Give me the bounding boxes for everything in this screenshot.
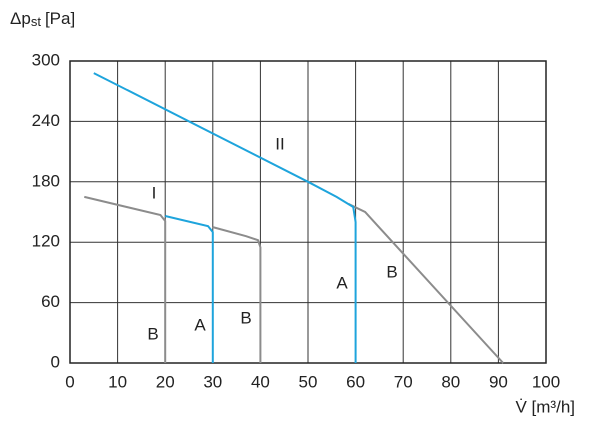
x-tick-label: 100 [532,372,560,391]
curve [93,72,357,363]
annotation: B [386,262,397,281]
annotation: A [194,315,206,334]
curve [348,203,504,364]
y-tick-label: 240 [32,111,60,130]
y-label-main: Δp [10,9,31,28]
x-tick-label: 60 [346,372,365,391]
plot-frame [69,60,547,364]
y-label-unit: [Pa] [45,9,75,28]
x-tick-label: 70 [394,372,413,391]
y-tick-label: 120 [32,232,60,251]
x-tick-label: 0 [65,372,74,391]
x-axis-label: V̇ [m³/h] [515,397,575,416]
x-tick-label: 90 [489,372,508,391]
x-tick-label: 50 [299,372,318,391]
annotation: I [152,183,157,202]
annotation: A [336,273,348,292]
x-tick-label: 80 [441,372,460,391]
y-tick-label: 180 [32,171,60,190]
x-tick-label: 10 [108,372,127,391]
curve [164,215,214,363]
y-tick-label: 0 [51,352,60,371]
annotation: II [275,134,284,153]
x-tick-label: 40 [251,372,270,391]
x-tick-label: 20 [156,372,175,391]
y-label-sub: st [31,14,42,29]
y-tick-label: 300 [32,50,60,69]
y-tick-label: 60 [41,292,60,311]
y-axis-label: Δpst [Pa] [10,9,75,29]
annotation: B [147,324,158,343]
curve [212,226,262,363]
curve [84,195,167,363]
annotation: B [240,308,251,327]
x-tick-label: 30 [203,372,222,391]
